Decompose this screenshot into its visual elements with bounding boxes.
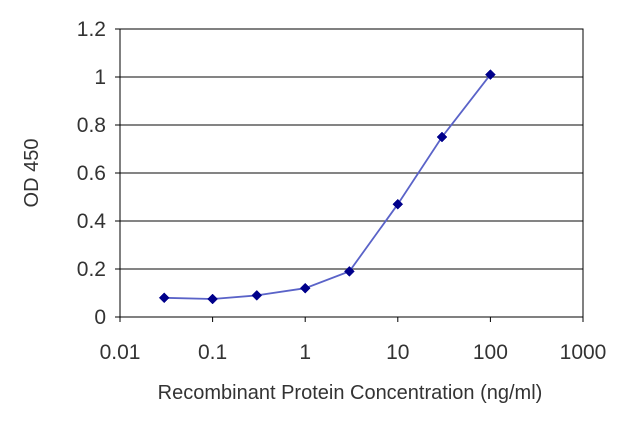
data-point xyxy=(392,198,404,210)
x-tick-label: 1000 xyxy=(560,341,607,364)
y-tick-label: 1.2 xyxy=(77,18,106,41)
grid-lines xyxy=(120,76,583,270)
y-tick-label: 0.2 xyxy=(77,258,106,281)
data-point xyxy=(207,293,218,305)
data-point xyxy=(251,290,263,301)
y-tick-label: 0.4 xyxy=(77,210,107,233)
series-line xyxy=(164,74,492,300)
y-tick-label: 1 xyxy=(94,66,106,89)
data-point xyxy=(485,69,496,80)
x-axis-title: Recombinant Protein Concentration (ng/ml… xyxy=(158,382,543,404)
y-axis-title: OD 450 xyxy=(21,139,43,208)
data-point xyxy=(344,266,355,277)
y-tick-label: 0.6 xyxy=(77,162,106,185)
x-tick-label: 1 xyxy=(299,341,311,364)
y-axis-ticks: 0 0.2 0.4 0.6 0.8 1 1.2 xyxy=(77,18,120,329)
x-axis-ticks: 0.01 0.1 1 10 100 1000 xyxy=(100,317,607,364)
x-tick-label: 0.1 xyxy=(198,341,227,364)
y-tick-label: 0.8 xyxy=(77,114,106,137)
x-tick-label: 0.01 xyxy=(100,341,141,364)
x-tick-label: 10 xyxy=(386,341,409,364)
data-point xyxy=(158,292,170,304)
series-group xyxy=(158,69,496,305)
data-point xyxy=(436,131,448,143)
data-point xyxy=(299,282,311,294)
x-tick-label: 100 xyxy=(473,341,508,364)
y-tick-label: 0 xyxy=(94,306,106,329)
